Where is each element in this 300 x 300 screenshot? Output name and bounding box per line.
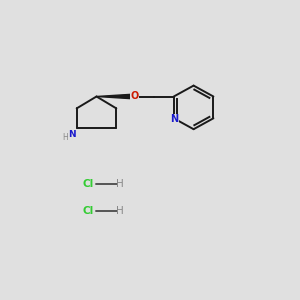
Text: H: H [116,179,124,189]
Text: Cl: Cl [83,206,94,216]
Polygon shape [97,94,134,99]
Text: H: H [116,206,124,216]
Text: O: O [130,91,138,101]
Text: H: H [62,133,68,142]
Text: N: N [68,130,76,139]
Text: Cl: Cl [83,179,94,189]
Text: N: N [170,114,178,124]
